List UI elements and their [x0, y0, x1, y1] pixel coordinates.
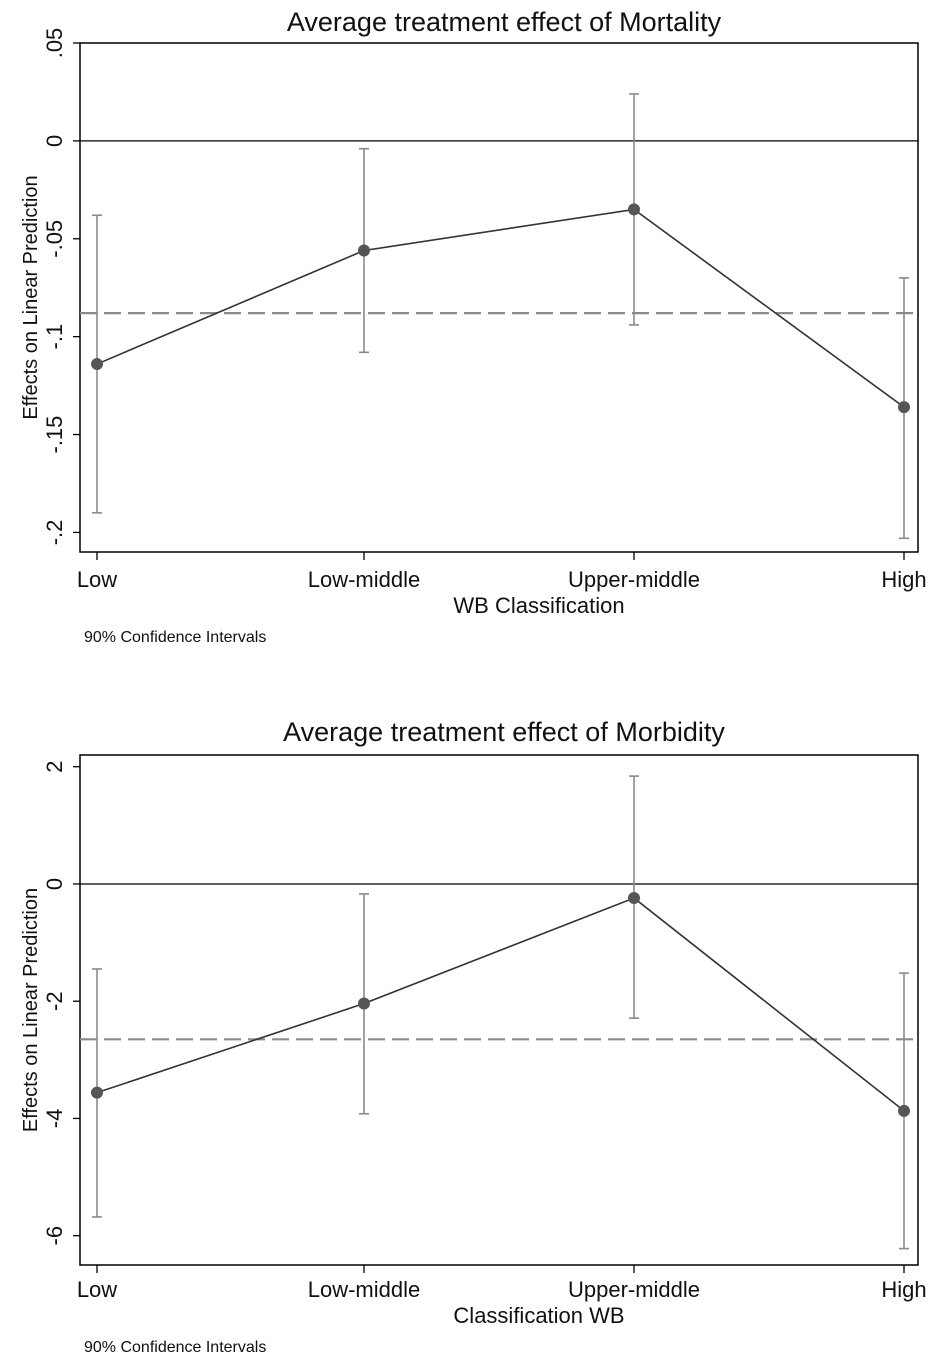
chart-mortality: Average treatment effect of Mortality .05… — [20, 7, 927, 646]
y-axis-label: Effects on Linear Prediction — [20, 888, 42, 1132]
x-axis-label: WB Classification — [453, 593, 624, 618]
y-axis-label: Effects on Linear Prediction — [20, 175, 42, 419]
x-tick-label: Upper-middle — [568, 567, 700, 592]
y-tick-label: -6 — [42, 1226, 67, 1246]
data-point — [91, 358, 103, 371]
series-line — [96, 208, 905, 408]
y-tick-label: 0 — [42, 135, 67, 147]
y-tick-label: -.05 — [42, 220, 67, 258]
series-line — [96, 897, 905, 1112]
x-tick-label: High — [881, 567, 926, 592]
chart-morbidity: Average treatment effect of Morbidity 2 0 -… — [20, 717, 927, 1356]
y-tick-label: 0 — [42, 878, 67, 890]
plot-frame — [79, 42, 919, 553]
y-tick-label: -4 — [42, 1109, 67, 1129]
y-tick-label: 2 — [42, 761, 67, 773]
x-axis-label: Classification WB — [453, 1303, 624, 1328]
chart-title: Average treatment effect of Morbidity — [283, 717, 725, 747]
x-tick-label: Low-middle — [308, 567, 421, 592]
y-tick-label: -.15 — [42, 416, 67, 454]
data-point — [628, 203, 640, 216]
data-point — [358, 997, 370, 1010]
confidence-note: 90% Confidence Intervals — [84, 1339, 266, 1356]
plot-frame — [79, 754, 919, 1266]
data-point — [898, 1104, 910, 1117]
x-tick-label: High — [881, 1277, 926, 1302]
x-tick-label: Upper-middle — [568, 1277, 700, 1302]
confidence-note: 90% Confidence Intervals — [84, 629, 266, 646]
x-tick-label: Low — [77, 1277, 117, 1302]
chart-title: Average treatment effect of Mortality — [287, 7, 722, 37]
data-point — [358, 244, 370, 257]
y-tick-label: .05 — [42, 28, 67, 59]
y-tick-label: -.1 — [42, 324, 67, 350]
y-tick-label: -2 — [42, 991, 67, 1011]
x-tick-label: Low — [77, 567, 117, 592]
x-tick-label: Low-middle — [308, 1277, 421, 1302]
data-point — [91, 1086, 103, 1099]
y-tick-label: -.2 — [42, 520, 67, 546]
data-point — [628, 892, 640, 905]
data-point — [898, 401, 910, 414]
